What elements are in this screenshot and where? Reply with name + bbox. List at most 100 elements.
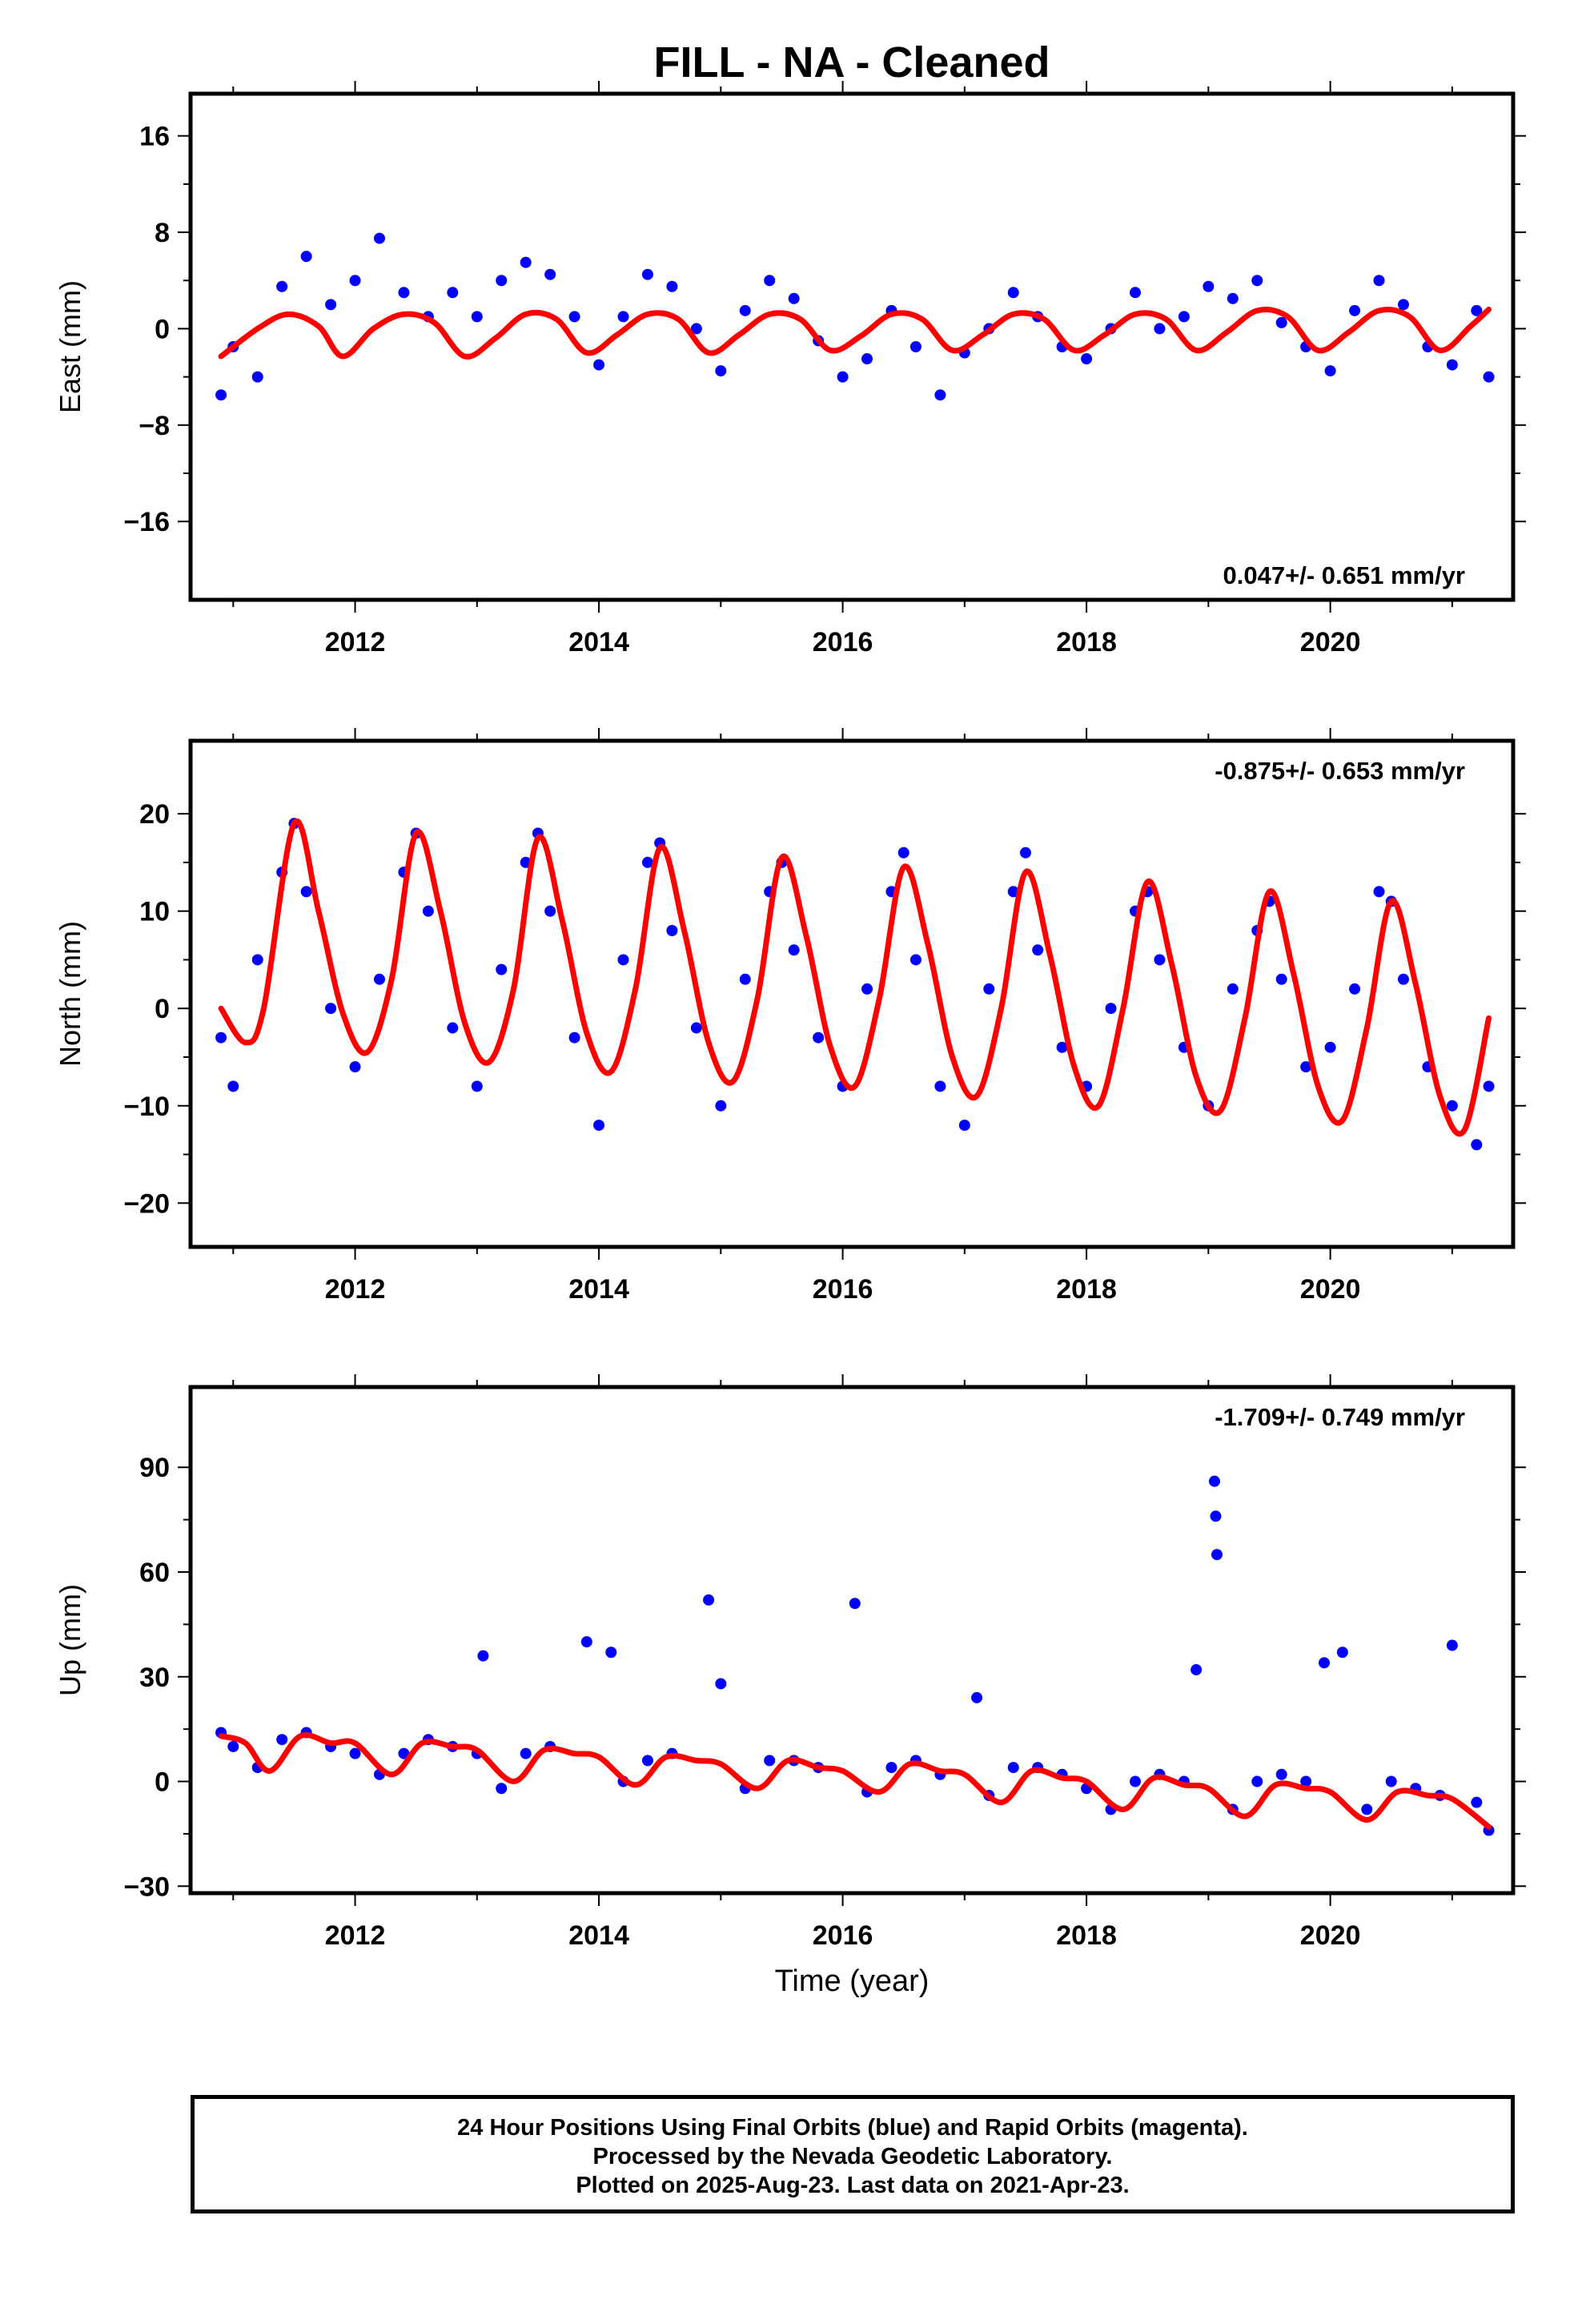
north-data-point (422, 905, 434, 917)
north-data-point (251, 954, 263, 966)
north-y-tick-label: 0 (155, 994, 170, 1024)
east-data-point (325, 299, 337, 311)
up-data-point (1446, 1639, 1458, 1651)
east-data-point (374, 232, 385, 244)
north-y-tick-label: −10 (123, 1092, 170, 1122)
east-data-point (568, 311, 580, 323)
up-data-point (849, 1598, 861, 1610)
up-data-point (349, 1747, 361, 1759)
up-data-point (1191, 1664, 1203, 1676)
up-x-tick-label: 2012 (325, 1920, 386, 1951)
east-data-point (276, 280, 288, 292)
up-data-point (276, 1734, 288, 1746)
north-y-axis-label: North (mm) (54, 921, 86, 1067)
north-plot-frame (188, 738, 1516, 1249)
north-data-point (227, 1080, 239, 1092)
up-data-point (1251, 1775, 1263, 1787)
up-data-point (1210, 1510, 1222, 1522)
north-data-point (1227, 983, 1239, 995)
east-data-point (447, 287, 459, 299)
east-data-point (739, 304, 751, 316)
east-model-line (218, 306, 1492, 360)
panel-north: 2012 2014 2016 2018 2020 −20 −10 0 10 20 North (mm… (54, 728, 1526, 1305)
up-data-point (398, 1747, 410, 1759)
north-data-point (641, 856, 653, 868)
north-y-tick-label: −20 (123, 1188, 170, 1219)
east-data-point (471, 311, 483, 323)
north-data-point (1446, 1100, 1458, 1112)
east-data-point (593, 359, 605, 371)
up-data-area (215, 1475, 1495, 1836)
north-data-point (1032, 944, 1044, 956)
up-data-point (1275, 1768, 1287, 1780)
north-data-point (374, 973, 385, 985)
up-data-point (703, 1594, 715, 1606)
north-data-point (1154, 954, 1166, 966)
east-data-point (690, 323, 702, 335)
up-data-point (764, 1755, 776, 1767)
up-data-point (885, 1762, 897, 1774)
east-data-point (520, 256, 532, 268)
up-data-point (1319, 1657, 1330, 1669)
north-rate-label: -0.875+/- 0.653 mm/yr (1215, 757, 1465, 785)
up-data-point (1300, 1775, 1312, 1787)
east-y-tick-label: 8 (155, 218, 170, 248)
footer-line-3: Plotted on 2025-Aug-23. Last data on 202… (576, 2173, 1130, 2198)
north-data-point (496, 963, 508, 975)
east-data-point (1324, 365, 1336, 377)
north-x-tick-label: 2012 (325, 1274, 386, 1305)
up-data-point (580, 1636, 592, 1648)
footer-line-2: Processed by the Nevada Geodetic Laborat… (592, 2144, 1113, 2169)
up-data-point (1385, 1775, 1397, 1787)
north-data-point (325, 1003, 337, 1015)
north-data-point (568, 1031, 580, 1043)
north-data-point (300, 886, 312, 898)
north-data-point (958, 1120, 970, 1132)
up-model-line (218, 1732, 1492, 1830)
east-y-tick-label: −8 (139, 411, 170, 441)
up-data-point (227, 1740, 239, 1752)
up-data-point (1130, 1775, 1141, 1787)
up-data-point (1007, 1762, 1019, 1774)
east-data-point (1081, 353, 1093, 365)
north-y-tick-label: 20 (139, 799, 170, 830)
east-data-point (398, 287, 410, 299)
north-data-point (813, 1031, 825, 1043)
panel-east: 2012 2014 2016 2018 2020 −16 −8 0 8 16 East (mm) 0.… (54, 81, 1526, 657)
up-data-point (715, 1678, 727, 1690)
north-data-point (690, 1022, 702, 1034)
up-data-point (1208, 1475, 1220, 1487)
east-x-tick-label: 2012 (325, 627, 386, 657)
up-x-tick-label: 2018 (1056, 1920, 1117, 1951)
up-rate-label: -1.709+/- 0.749 mm/yr (1215, 1403, 1465, 1431)
east-data-point (1154, 323, 1166, 335)
north-data-point (1373, 886, 1385, 898)
east-x-tick-label: 2014 (568, 627, 629, 657)
up-data-point (1361, 1803, 1373, 1815)
up-x-tick-label: 2014 (568, 1920, 629, 1951)
east-data-point (1446, 359, 1458, 371)
north-data-point (909, 954, 921, 966)
chart-title: FILL - NA - Cleaned (653, 38, 1050, 86)
east-rate-label: 0.047+/- 0.651 mm/yr (1223, 561, 1465, 589)
up-data-point (641, 1755, 653, 1767)
east-data-area (215, 232, 1495, 401)
up-y-tick-label: 60 (139, 1558, 170, 1588)
north-data-point (861, 983, 873, 995)
up-y-tick-label: 0 (155, 1767, 170, 1798)
up-data-point (605, 1647, 617, 1659)
north-data-point (715, 1100, 727, 1112)
east-data-point (1227, 292, 1239, 304)
north-x-tick-label: 2018 (1056, 1274, 1117, 1305)
east-data-point (300, 251, 312, 263)
north-data-area (215, 818, 1495, 1151)
east-y-tick-label: −16 (123, 507, 170, 537)
up-data-point (1471, 1796, 1483, 1808)
north-data-point (1483, 1080, 1495, 1092)
east-data-point (1373, 275, 1385, 287)
north-data-point (617, 954, 629, 966)
east-y-tick-label: 16 (139, 122, 170, 152)
east-data-point (544, 268, 556, 280)
east-data-point (715, 365, 727, 377)
